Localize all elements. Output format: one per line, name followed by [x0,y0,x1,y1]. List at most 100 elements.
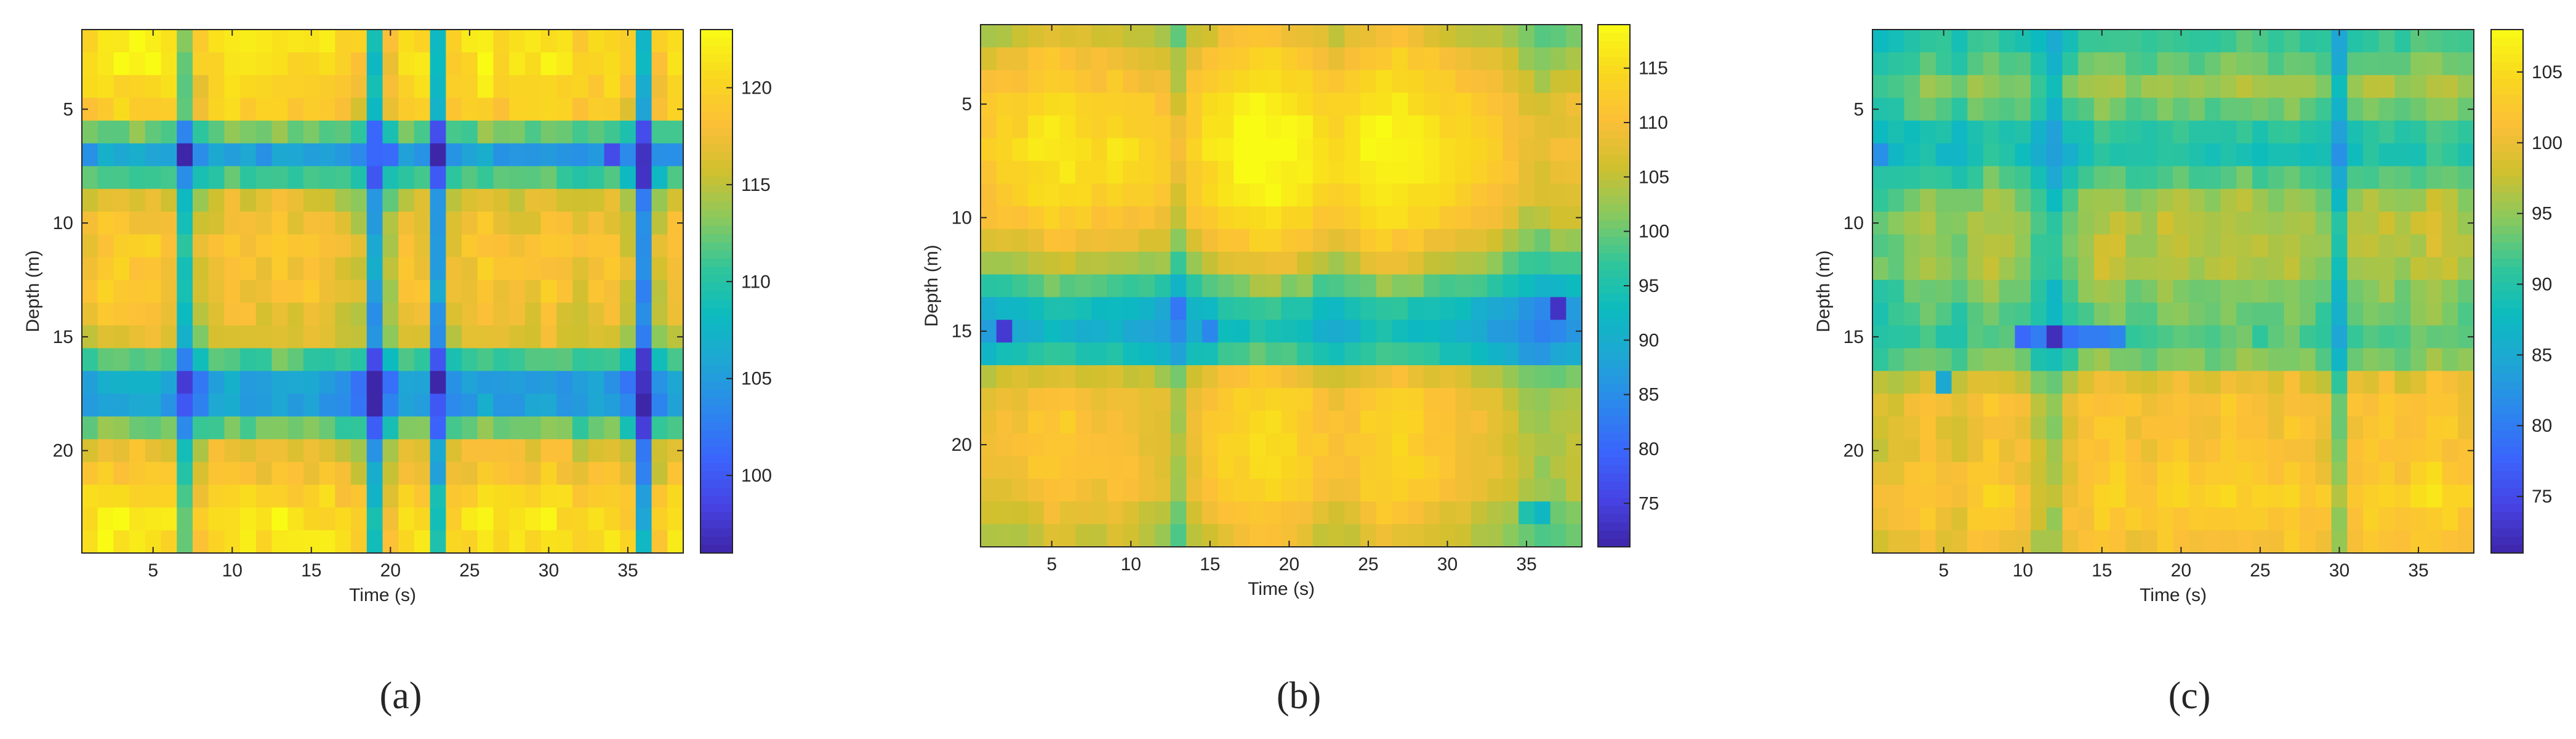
heatmap-cell [1297,501,1314,525]
heatmap-cell [2046,211,2063,235]
heatmap-cell [1423,251,1440,275]
heatmap-cell [635,302,652,326]
colorbar-step [700,258,732,267]
heatmap-cell [1376,228,1393,252]
heatmap-cell [2442,166,2458,190]
heatmap-cell [1904,371,1920,394]
heatmap-cell [2078,52,2095,76]
heatmap-cell [1154,320,1171,343]
heatmap-cell [2236,348,2253,371]
heatmap-cell [1550,251,1567,275]
heatmap-cell [145,188,162,212]
heatmap-cell [1439,92,1456,116]
heatmap-cell [287,257,304,281]
heatmap-cell [255,143,273,167]
colorbar-step [700,209,732,219]
heatmap-cell [2410,75,2427,99]
heatmap-cell [1951,75,1968,99]
heatmap-cell [1107,320,1123,343]
heatmap-cell [1328,47,1345,71]
heatmap-cell [1534,92,1551,116]
heatmap-cell [1455,92,1472,116]
heatmap-cell [1281,410,1298,434]
heatmap-cell [382,143,399,167]
heatmap-cell [161,485,177,508]
heatmap-cell [556,394,573,417]
heatmap-cell [1455,138,1472,161]
heatmap-cell [1872,416,1889,440]
x-tick-label: 25 [2250,560,2270,581]
heatmap-cell [1904,462,1920,485]
heatmap-cell [1091,138,1108,161]
heatmap-cell [382,75,399,99]
heatmap-cell [240,416,257,440]
heatmap-cell [430,75,446,99]
heatmap-cell [2220,257,2237,281]
heatmap-cell [1281,251,1298,275]
heatmap-cell [572,52,589,76]
heatmap-cell [477,97,494,121]
heatmap-cell [493,257,510,281]
heatmap-cell [414,302,431,326]
heatmap-cell [224,462,241,485]
heatmap-cell [97,120,114,144]
heatmap-cell [2347,371,2364,394]
heatmap-cell [1170,70,1187,94]
heatmap-cell [2220,348,2237,371]
heatmap-cell [1028,387,1045,411]
heatmap-cell [1091,456,1108,479]
heatmap-cell [1519,342,1535,366]
heatmap-cell [97,394,114,417]
heatmap-cell [113,462,130,485]
heatmap-cell [1471,92,1488,116]
heatmap-cell [1075,228,1092,252]
heatmap-cell [509,416,526,440]
heatmap-cell [1935,462,1952,485]
heatmap-cell [1107,47,1123,71]
heatmap-cell [1344,138,1361,161]
heatmap-cell [177,211,193,235]
heatmap-cell [1360,206,1377,230]
heatmap-cell [2252,97,2269,121]
heatmap-cell [2378,485,2396,508]
heatmap-cell [1059,342,1076,366]
heatmap-cell [255,234,273,258]
heatmap-cell [1920,530,1936,554]
heatmap-cell [1328,501,1345,525]
x-axis-label-a: Time (s) [349,585,416,605]
heatmap-cell [1328,184,1345,207]
heatmap-cell [1123,479,1139,502]
heatmap-cell [335,507,351,531]
heatmap-cell [1439,433,1456,457]
heatmap-cell [1012,138,1029,161]
heatmap-cell [1281,501,1298,525]
heatmap-cell [192,462,209,485]
heatmap-cell [540,416,557,440]
colorbar-step [2491,528,2523,538]
heatmap-cell [556,530,573,554]
heatmap-cell [1265,297,1282,320]
heatmap-cell [129,211,146,235]
heatmap-cell [2252,507,2269,531]
heatmap-cell [161,302,177,326]
heatmap-cell [82,507,98,531]
heatmap-cell [351,394,367,417]
heatmap-cell [382,188,399,212]
heatmap-cell [477,166,494,190]
colorbar-step [1598,375,1630,384]
heatmap-cell [1999,30,2015,53]
heatmap-cell [572,416,589,440]
heatmap-cell [981,138,997,161]
heatmap-cell [2189,143,2205,167]
heatmap-cell [1202,115,1219,139]
heatmap-cell [1297,115,1314,139]
colorbar-step [700,389,732,398]
heatmap-cell [224,280,241,304]
heatmap-cell [2378,166,2396,190]
heatmap-cell [651,30,668,53]
heatmap-cell [556,348,573,371]
heatmap-cell [1139,501,1155,525]
heatmap-cell [446,257,462,281]
colorbar-step [2491,324,2523,333]
heatmap-cell [1043,274,1061,298]
